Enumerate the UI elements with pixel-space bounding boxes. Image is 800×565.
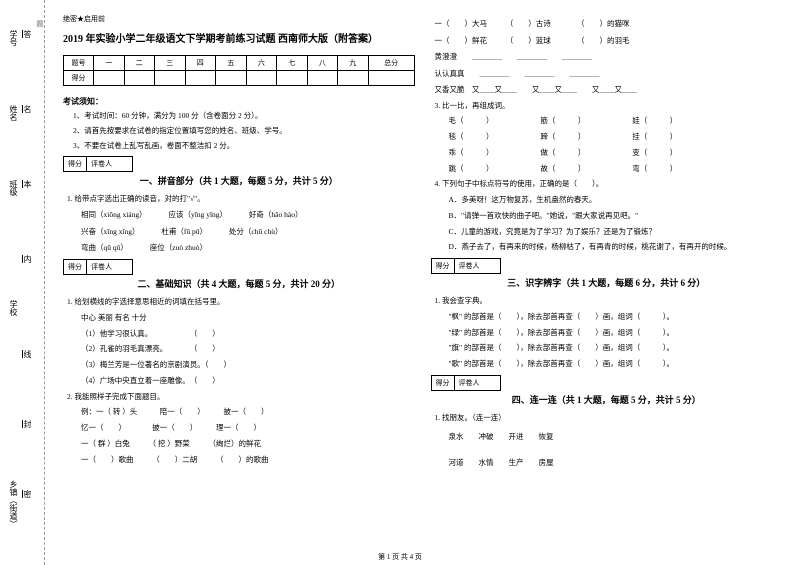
grade-box: 得分 评卷人	[431, 258, 501, 274]
grade-marker: 评卷人	[455, 376, 484, 390]
confidential-mark: 绝密★启用前	[63, 14, 415, 24]
pinyin-row: 相同（xiōng xiáng） 应该（yīng yǐng） 好奇（hǎo hào…	[81, 209, 415, 222]
question-text: 3. 比一比，再组成词。	[435, 100, 783, 113]
notice-heading: 考试须知：	[63, 96, 415, 107]
notice-item: 1、考试时间：60 分钟，满分为 100 分（含卷面分 2 分）。	[73, 110, 415, 122]
section2-title: 二、基础知识（共 4 大题，每题 5 分，共计 20 分）	[63, 277, 415, 290]
option-line: B．"请弹一首欢快的曲子吧。"她说，"跟大家说再见吧。"	[449, 210, 783, 223]
left-column: 绝密★启用前 2019 年实验小学二年级语文下学期考前练习试题 西南师大版（附答…	[55, 14, 423, 559]
fill-line: 一（ 群 ）白兔 （ 挖 ）野菜 （绚烂）的鲜花	[81, 438, 415, 451]
section1-title: 一、拼音部分（共 1 大题，每题 5 分，共计 5 分）	[63, 174, 415, 187]
grade-score: 得分	[432, 259, 455, 273]
compare-row: 乖（ ） 做（ ） 变（ ）	[449, 147, 783, 160]
question-text: 2. 我能照样子完成下面题目。	[67, 391, 415, 404]
question-text: 1. 找朋友。（连一连）	[435, 412, 783, 425]
compare-row: 毯（ ） 蹄（ ） 挂（ ）	[449, 131, 783, 144]
notice-item: 3、不要在试卷上乱写乱画，卷面不整洁扣 2 分。	[73, 140, 415, 152]
spine-field: 内	[22, 255, 33, 263]
fill-line: 一（ ）歌曲 （ ）二胡 （ ）的歌曲	[81, 454, 415, 467]
section4-title: 四、连一连（共 1 大题，每题 5 分，共计 5 分）	[431, 393, 783, 406]
grade-box: 得分 评卷人	[63, 259, 133, 275]
question-text: 1. 给划横线的字选择意思相近的词填在括号里。	[67, 296, 415, 309]
grade-marker: 评卷人	[87, 157, 116, 171]
spine-field: 密	[22, 490, 33, 498]
spine-field: 封	[22, 420, 33, 428]
fill-line: （1）他学习很认真。 （ ）	[81, 328, 415, 341]
grade-box: 得分 评卷人	[431, 375, 501, 391]
grade-marker: 评卷人	[455, 259, 484, 273]
spine-label-id: 学号	[8, 30, 19, 46]
score-table: 题号 一 二 三 四 五 六 七 八 九 总分 得分	[63, 55, 415, 86]
fill-line: 黄澄澄 ＿＿＿＿ ＿＿＿＿ ＿＿＿＿	[435, 50, 783, 64]
dict-line: "旗" 的部首是（ ），除去部首再查（ ）画，组词（ ）。	[449, 342, 783, 355]
fill-line: （3）梅兰芳是一位著名的京剧演员。（ ）	[81, 359, 415, 372]
dict-line: "枫" 的部首是（ ），除去部首再查（ ）画，组词（ ）。	[449, 311, 783, 324]
question-text: 4. 下列句子中标点符号的使用，正确的是（ ）。	[435, 178, 783, 191]
notice-item: 2、请首先按要求在试卷的指定位置填写您的姓名、班级、学号。	[73, 125, 415, 137]
question-text: 1. 给带点字选出正确的读音，对的打"√"。	[67, 193, 415, 206]
pinyin-row: 兴奋（xīng xǐng） 杜甫（fū pǔ） 处分（chū chù）	[81, 226, 415, 239]
fill-line: 又香又脆 又＿＿又＿＿ 又＿＿又＿＿ 又＿＿又＿＿	[435, 83, 783, 97]
fill-line: 忆一（ ） 披一（ ） 理一（ ）	[81, 422, 415, 435]
spine-field: 线	[22, 350, 33, 358]
table-row: 题号 一 二 三 四 五 六 七 八 九 总分	[64, 56, 415, 71]
spine-field: 本	[22, 180, 33, 188]
dict-line: "绿" 的部首是（ ），除去部首再查（ ）画，组词（ ）。	[449, 327, 783, 340]
table-row: 得分	[64, 71, 415, 86]
grade-score: 得分	[64, 260, 87, 274]
question-text: 1. 我会查字典。	[435, 295, 783, 308]
spine-dash: 题	[35, 20, 45, 27]
spine-label-class: 班级	[8, 180, 19, 196]
fill-line: （2）孔雀的羽毛真漂亮。 （ ）	[81, 343, 415, 356]
spine-field: 名	[22, 105, 33, 113]
fill-line: （4）广场中央直立着一座雕像。 （ ）	[81, 375, 415, 388]
option-line: A．多美呀！这万物复苏，生机盎然的春天。	[449, 194, 783, 207]
grade-score: 得分	[64, 157, 87, 171]
match-row: 河道 水情 生产 房屋	[449, 457, 783, 470]
binding-spine: 学号 答 题 姓名 名 班级 本 内 学校 线 封 乡镇（街道） 密	[0, 0, 45, 565]
dict-line: "歌" 的部首是（ ），除去部首再查（ ）画，组词（ ）。	[449, 358, 783, 371]
spine-field: 答	[22, 30, 33, 38]
grade-marker: 评卷人	[87, 260, 116, 274]
match-row: 泉水 冲破 开进 恢复	[449, 431, 783, 444]
grade-score: 得分	[432, 376, 455, 390]
fill-line: 例：一（ 转 ）头 陪一（ ） 披一（ ）	[81, 406, 415, 419]
fill-line: 一（ ）鲜花 （ ）篮球 （ ）的羽毛	[435, 34, 783, 48]
pinyin-row: 弯曲（qū qǔ） 座位（zuò zhuò）	[81, 242, 415, 255]
page-footer: 第 1 页 共 4 页	[378, 552, 422, 562]
options-line: 中心 美丽 有名 十分	[81, 312, 415, 325]
spine-label-name: 姓名	[8, 105, 19, 121]
section3-title: 三、识字辨字（共 1 大题，每题 6 分，共计 6 分）	[431, 276, 783, 289]
grade-box: 得分 评卷人	[63, 156, 133, 172]
option-line: C．儿童的游戏，究竟是为了学习？为了娱乐？还是为了锻炼？	[449, 226, 783, 239]
compare-row: 跳（ ） 故（ ） 弯（ ）	[449, 163, 783, 176]
compare-row: 毛（ ） 筋（ ） 娃（ ）	[449, 115, 783, 128]
spine-label-school: 学校	[8, 300, 19, 316]
right-column: 一（ ）大马 （ ）古诗 （ ）的猫咪 一（ ）鲜花 （ ）篮球 （ ）的羽毛 …	[423, 14, 791, 559]
spine-label-town: 乡镇（街道）	[8, 480, 19, 528]
exam-title: 2019 年实验小学二年级语文下学期考前练习试题 西南师大版（附答案）	[63, 30, 415, 45]
fill-line: 一（ ）大马 （ ）古诗 （ ）的猫咪	[435, 17, 783, 31]
fill-line: 认认真真 ＿＿＿＿ ＿＿＿＿ ＿＿＿＿	[435, 67, 783, 81]
option-line: D．燕子去了，有再来的时候，杨柳枯了，有再青的时候，桃花谢了，有再开的时候。	[449, 241, 783, 254]
